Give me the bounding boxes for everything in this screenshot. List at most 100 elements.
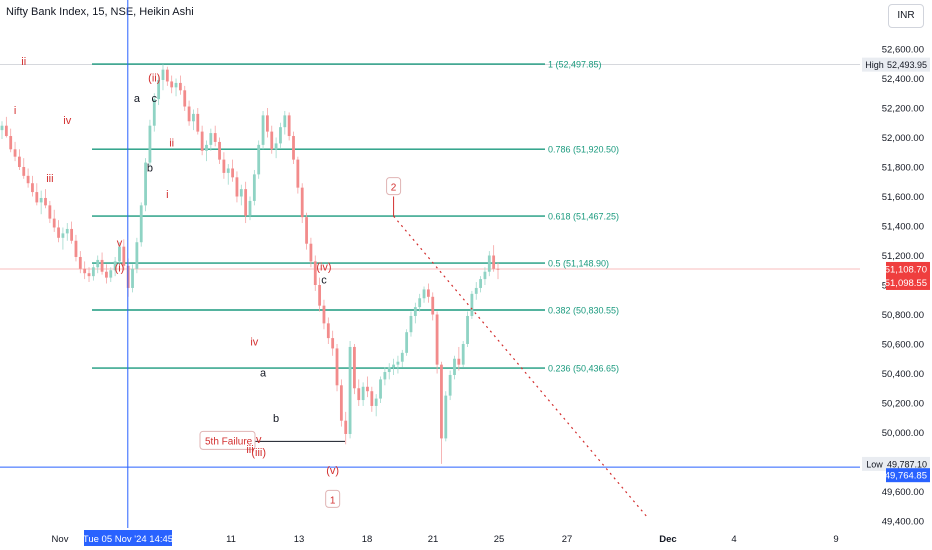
candle-body (309, 243, 313, 262)
candle-body (9, 136, 13, 150)
candle-body (353, 346, 356, 389)
chart-title: Nifty Bank Index, 15, NSE, Heikin Ashi (6, 6, 194, 18)
candle-body (96, 259, 100, 268)
wave-label: iv (63, 115, 71, 127)
candle-body (279, 127, 282, 144)
candle-body (461, 344, 465, 365)
candle-body (231, 168, 234, 178)
x-tick-label: 11 (226, 534, 236, 545)
candle-body (209, 133, 213, 145)
y-tick-label: 51,600.00 (882, 192, 924, 203)
candle-body (409, 315, 413, 333)
x-tick-label: 13 (294, 534, 305, 545)
fib-level-label: 0.5 (51,148.90) (548, 259, 609, 269)
candle-body (383, 372, 387, 380)
candle-body (400, 352, 404, 362)
candle-body (335, 348, 339, 386)
candle-body (448, 374, 452, 396)
y-tick-label: 52,600.00 (882, 45, 924, 56)
candle-body (131, 268, 134, 288)
wave-label: a (260, 367, 267, 379)
candle-body (379, 379, 382, 399)
candle-body (139, 205, 143, 243)
candle-body (326, 323, 330, 339)
wave-label: v (117, 238, 123, 250)
y-tick-label: 50,000.00 (882, 428, 924, 439)
candle-body (65, 228, 69, 234)
candle-body (331, 338, 335, 349)
candle-body (48, 205, 52, 219)
wave-label: (v) (326, 465, 339, 477)
candle-body (313, 261, 317, 285)
candle-body (70, 228, 74, 241)
candle-body (252, 174, 256, 201)
candle-body (192, 113, 195, 122)
candle-body (305, 217, 308, 244)
wave-label: ii (21, 56, 26, 68)
candle-body (287, 115, 291, 137)
candle-body (387, 367, 391, 373)
candle-body (413, 307, 417, 316)
y-tick-label: 52,200.00 (882, 104, 924, 115)
candle-body (222, 159, 226, 173)
candle-body (226, 168, 230, 173)
low-value: 49,787.10 (887, 459, 927, 469)
y-tick-label: 50,600.00 (882, 340, 924, 351)
time-axis[interactable]: Nov 11 13 18 21 25 27 Dec 4 9 Tue 05 Nov '24 14:45 (52, 530, 839, 546)
fib-level-label: 0.786 (51,920.50) (548, 145, 619, 155)
candle-body (300, 187, 304, 218)
candle-body (91, 267, 95, 277)
x-tick-label: Dec (659, 534, 676, 545)
candle-body (57, 227, 60, 238)
candle-body (366, 386, 369, 392)
crosshair-time-label: Tue 05 Nov '24 14:45 (83, 534, 173, 545)
candle-body (4, 125, 8, 137)
candle-body (235, 177, 239, 197)
fib-level-label: 1 (52,497.85) (548, 60, 602, 70)
candle-body (440, 364, 443, 439)
candle-body (178, 82, 182, 91)
candle-body (344, 420, 348, 434)
candle-body (466, 315, 469, 344)
wave-label: (i) (115, 263, 125, 275)
candle-body (87, 273, 91, 277)
candle-body (444, 395, 448, 439)
high-tag-box (862, 57, 887, 72)
candle-body (261, 115, 265, 145)
candle-body (266, 115, 269, 132)
candle-body (418, 298, 422, 308)
candle-body (105, 271, 108, 278)
candle-body (187, 106, 191, 122)
wave-label: i (166, 189, 168, 201)
candle-body (283, 115, 287, 128)
wave-label: v (256, 434, 262, 446)
candle-body (35, 192, 39, 203)
candle-body (470, 293, 474, 316)
candle-body (244, 189, 248, 216)
high-tag: High (865, 60, 884, 70)
currency-button[interactable]: INR (888, 4, 924, 28)
wave-box (386, 177, 402, 196)
candle-body (405, 332, 409, 353)
price-axis[interactable]: 52,600.00 52,400.00 52,200.00 52,000.00 51,8… (862, 45, 930, 528)
candle-body (370, 391, 374, 406)
high-value: 52,493.95 (887, 60, 927, 70)
candle-body (274, 143, 278, 150)
low-b-value: 49,764.85 (885, 471, 927, 482)
candles-layer (0, 64, 500, 464)
y-tick-label: 50,400.00 (882, 369, 924, 380)
candle-body (78, 256, 82, 269)
candle-body (218, 141, 221, 160)
candle-body (483, 271, 487, 280)
candle-body (453, 358, 456, 375)
candle-body (122, 246, 126, 266)
candle-body (392, 364, 395, 368)
candle-body (270, 131, 274, 150)
last-price-a: 51,108.70 (885, 264, 927, 275)
candle-body (357, 388, 361, 401)
wave-label: c (321, 275, 327, 287)
candle-body (31, 183, 34, 193)
fib-retracement-layer[interactable]: 1 (52,497.85) 0.786 (51,920.50) 0.618 (51,… (0, 60, 860, 374)
candle-body (296, 159, 300, 188)
